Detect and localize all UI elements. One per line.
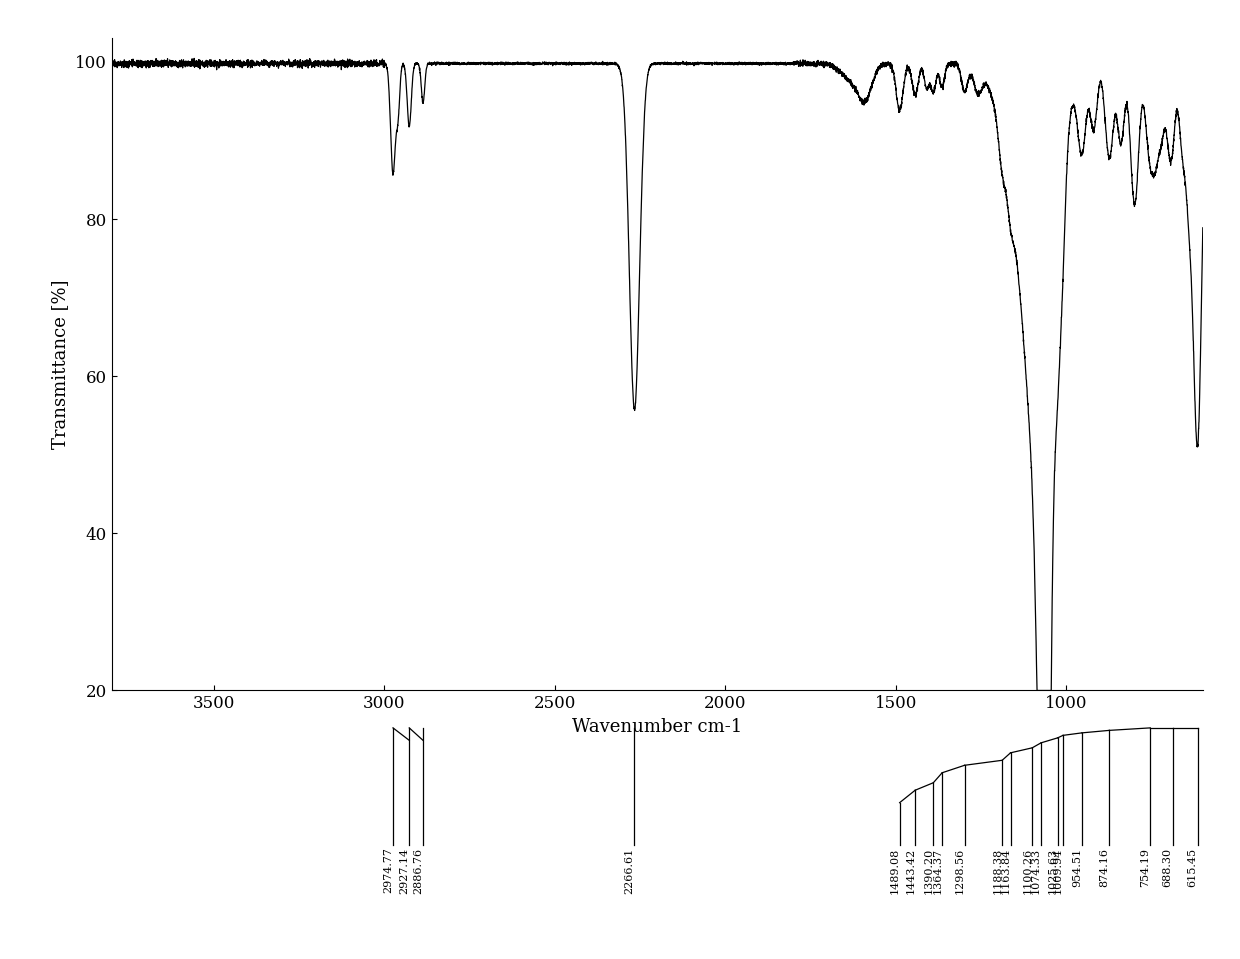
Text: 1100.26: 1100.26 (1022, 848, 1032, 894)
X-axis label: Wavenumber cm-1: Wavenumber cm-1 (572, 718, 743, 736)
Text: 1390.20: 1390.20 (924, 848, 934, 894)
Text: 1074.33: 1074.33 (1030, 848, 1042, 894)
Text: 2927.14: 2927.14 (399, 848, 409, 894)
Text: 1163.84: 1163.84 (1001, 848, 1011, 894)
Text: 1443.42: 1443.42 (905, 848, 915, 894)
Text: 2974.77: 2974.77 (383, 848, 393, 894)
Text: 1298.56: 1298.56 (955, 848, 965, 894)
Text: 874.16: 874.16 (1100, 848, 1110, 886)
Text: 2886.76: 2886.76 (413, 848, 423, 894)
Text: 615.45: 615.45 (1188, 848, 1198, 887)
Text: 954.51: 954.51 (1071, 848, 1083, 887)
Text: 1364.37: 1364.37 (932, 848, 942, 894)
Text: 1188.38: 1188.38 (992, 848, 1002, 894)
Text: 1025.63: 1025.63 (1048, 848, 1058, 894)
Text: 1489.08: 1489.08 (889, 848, 900, 894)
Y-axis label: Transmittance [%]: Transmittance [%] (51, 280, 69, 449)
Text: 688.30: 688.30 (1163, 848, 1173, 887)
Text: 2266.61: 2266.61 (625, 848, 635, 894)
Text: 754.19: 754.19 (1141, 848, 1151, 886)
Text: 1009.94: 1009.94 (1053, 848, 1063, 894)
